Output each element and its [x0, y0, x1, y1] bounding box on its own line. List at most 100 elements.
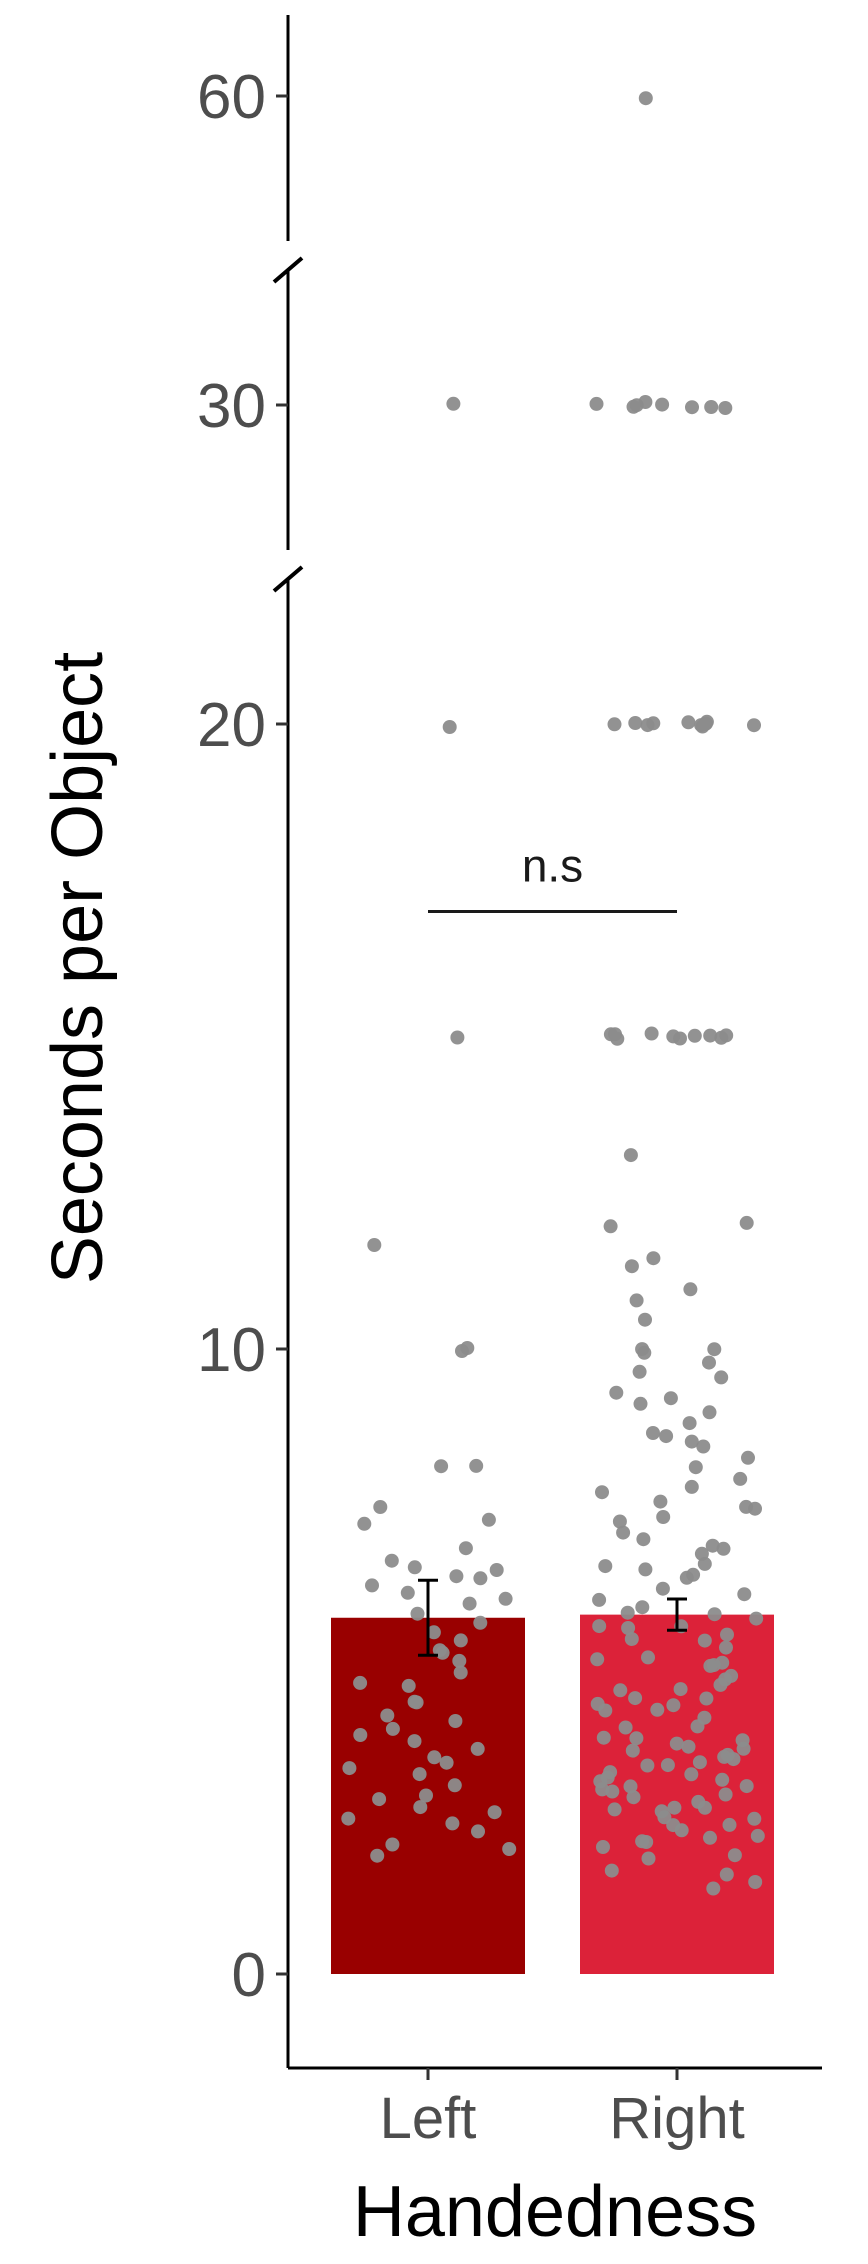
data-point-right [687, 1028, 702, 1043]
data-point-left [407, 1734, 422, 1749]
data-point-left [342, 1761, 357, 1776]
data-point-right [715, 1772, 730, 1787]
data-point-right [605, 1784, 620, 1799]
data-point-right [592, 1619, 607, 1634]
y-tick-label: 0 [232, 1941, 266, 2010]
data-point-right [641, 1851, 656, 1866]
data-point-left [473, 1615, 488, 1630]
axis-break-mark [272, 565, 304, 593]
data-point-right [673, 1682, 688, 1697]
significance-annotation: n.s [428, 840, 677, 913]
data-point-right [659, 1429, 674, 1444]
data-point-right [748, 1875, 763, 1889]
data-point-right [718, 401, 733, 415]
data-point-right [623, 1779, 638, 1794]
data-point-right [697, 1633, 712, 1648]
data-point-right [660, 1758, 675, 1773]
data-point-right [683, 1282, 698, 1297]
data-point-left [450, 1030, 465, 1045]
data-point-right [685, 400, 699, 415]
data-point-right [706, 1658, 721, 1673]
data-point-left [380, 1708, 395, 1723]
data-point-right [629, 398, 644, 413]
data-point-right [656, 1510, 671, 1524]
data-point-right [618, 1720, 633, 1735]
data-point-right [699, 1691, 714, 1706]
data-point-right [696, 1439, 711, 1454]
data-point-right [681, 1739, 696, 1754]
data-point-right [737, 1587, 752, 1602]
data-point-left [357, 1516, 372, 1531]
data-point-left [487, 1805, 502, 1820]
data-point-left [469, 1458, 484, 1473]
data-point-right [638, 91, 653, 106]
data-point-right [703, 1028, 718, 1043]
data-point-right [641, 1650, 655, 1665]
data-point-right [666, 1029, 681, 1044]
data-point-left [367, 1238, 382, 1252]
data-point-right [666, 1698, 681, 1713]
data-point-left [407, 1560, 422, 1575]
data-point-left [341, 1811, 356, 1826]
data-point-right [629, 1731, 644, 1746]
data-point-left [385, 1721, 400, 1736]
data-point-right [719, 1867, 734, 1882]
data-point-left [452, 1653, 467, 1668]
data-point-left [426, 1625, 441, 1640]
data-point-right [691, 1794, 706, 1809]
data-point-right [655, 1581, 670, 1596]
data-point-left [353, 1675, 368, 1690]
significance-label: n.s [522, 840, 583, 892]
data-point-left [385, 1837, 400, 1852]
data-point-right [638, 1312, 652, 1327]
data-point-right [625, 1743, 640, 1758]
data-point-left [447, 1778, 462, 1793]
y-axis-title: Seconds per Object [38, 652, 118, 1284]
labels: Handedness Seconds per Object [38, 652, 757, 2252]
data-point-right [714, 1030, 729, 1045]
data-point-right [692, 1755, 707, 1770]
data-point-right [635, 1600, 650, 1615]
data-point-right [707, 1342, 722, 1357]
data-point-right [749, 1611, 764, 1626]
data-point-left [502, 1842, 517, 1856]
axis-break-mark [272, 256, 304, 284]
data-point-right [739, 1779, 754, 1794]
data-point-right [679, 1570, 694, 1585]
data-point-right [590, 1696, 605, 1711]
data-point-right [735, 1733, 750, 1748]
y-tick-label: 60 [197, 63, 266, 132]
data-point-right [718, 1787, 733, 1802]
data-point-right [603, 1219, 618, 1234]
data-point-right [592, 1592, 607, 1607]
data-point-right [720, 1627, 734, 1642]
data-point-left [470, 1741, 485, 1756]
data-point-right [638, 1562, 653, 1577]
y-tick-label: 10 [197, 1316, 266, 1385]
data-point-left [460, 1341, 475, 1355]
data-point-left [400, 1585, 415, 1600]
data-point-right [608, 1027, 622, 1042]
data-point-left [353, 1728, 368, 1742]
data-point-right [747, 1811, 762, 1826]
data-point-right [629, 1293, 644, 1308]
data-point-left [439, 1755, 454, 1770]
data-point-right [682, 1416, 697, 1431]
data-point-left [412, 1767, 427, 1782]
data-point-right [733, 1471, 748, 1486]
data-point-right [612, 1514, 627, 1529]
data-point-right [623, 1148, 638, 1163]
data-point-left [473, 1571, 488, 1586]
data-point-right [688, 1460, 703, 1475]
data-point-left [384, 1553, 399, 1568]
data-point-left [419, 1788, 433, 1803]
data-point-right [681, 715, 696, 730]
data-point-right [596, 1730, 611, 1745]
data-point-right [650, 1702, 665, 1717]
data-point-left [365, 1578, 379, 1593]
data-point-right [702, 1405, 717, 1420]
data-point-right [646, 1426, 660, 1440]
data-point-left [372, 1792, 387, 1807]
data-point-left [498, 1591, 513, 1606]
data-point-right [697, 1710, 712, 1725]
